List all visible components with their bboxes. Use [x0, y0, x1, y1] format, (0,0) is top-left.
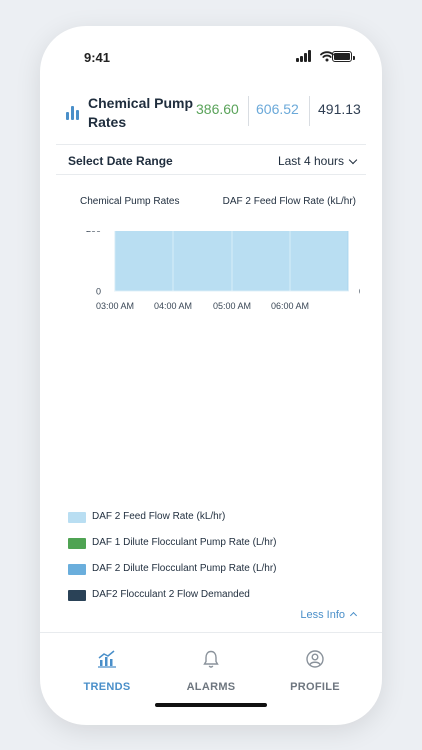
- y-left-tick-label: 0: [96, 287, 101, 297]
- date-range-value: Last 4 hours: [277, 154, 344, 168]
- legend-label: DAF 2 Dilute Flocculant Pump Rate (L/hr): [92, 563, 277, 574]
- chevron-up-icon: [349, 611, 358, 620]
- x-tick-label: 03:00 AM: [96, 301, 134, 311]
- bar-chart-icon: [66, 104, 82, 120]
- phone-frame: 9:41 Chemical Pump Rates 386.60 606.52 4…: [40, 26, 382, 725]
- less-info-label: Less Info: [300, 609, 345, 621]
- tab-alarms[interactable]: ALARMS: [166, 649, 256, 693]
- left-axis-header: Chemical Pump Rates: [80, 196, 180, 207]
- legend-swatch: [68, 590, 86, 601]
- user-icon: [306, 650, 324, 668]
- legend-swatch: [68, 564, 86, 575]
- legend-label: DAF 2 Feed Flow Rate (kL/hr): [92, 511, 226, 522]
- date-range-row: Select Date Range Last 4 hours: [68, 154, 358, 174]
- x-tick-label: 04:00 AM: [154, 301, 192, 311]
- header-divider: [56, 144, 366, 145]
- tab-label: TRENDS: [83, 681, 131, 693]
- y-left-tick-label: 200: [86, 231, 101, 234]
- chevron-down-icon: [348, 155, 358, 165]
- chart-axis-headers: Chemical Pump Rates DAF 2 Feed Flow Rate…: [80, 196, 356, 212]
- value-daf2-demanded: 491.13: [318, 101, 361, 117]
- status-bar: 9:41: [40, 26, 382, 86]
- chart-card-title: Chemical Pump Rates: [88, 95, 194, 130]
- y-right-tick-label: 0: [359, 287, 360, 297]
- tab-trends[interactable]: TRENDS: [62, 649, 152, 693]
- legend-item-daf1-dilute[interactable]: DAF 1 Dilute Flocculant Pump Rate (L/hr): [68, 536, 358, 552]
- chart-card-header: Chemical Pump Rates 386.60 606.52 491.13: [56, 92, 366, 150]
- tab-profile[interactable]: PROFILE: [270, 649, 360, 693]
- legend-item-daf2-dilute[interactable]: DAF 2 Dilute Flocculant Pump Rate (L/hr): [68, 562, 358, 578]
- date-range-label: Select Date Range: [68, 154, 173, 168]
- date-range-dropdown[interactable]: Last 4 hours: [277, 154, 358, 168]
- tab-label: PROFILE: [290, 681, 340, 693]
- value-separator: [248, 96, 249, 126]
- legend-item-daf2-demanded[interactable]: DAF2 Flocculant 2 Flow Demanded: [68, 588, 358, 604]
- bottom-tab-bar: TRENDS ALARMS PROFILE: [40, 632, 382, 725]
- legend-item-feed-flow[interactable]: DAF 2 Feed Flow Rate (kL/hr): [68, 510, 358, 526]
- tab-label: ALARMS: [186, 681, 236, 693]
- series-area-feed-flow: [114, 231, 349, 292]
- trends-icon: [98, 650, 116, 668]
- status-time: 9:41: [84, 50, 111, 65]
- legend-swatch: [68, 538, 86, 549]
- less-info-toggle[interactable]: Less Info: [300, 609, 358, 621]
- value-separator: [309, 96, 310, 126]
- legend-label: DAF 1 Dilute Flocculant Pump Rate (L/hr): [92, 537, 277, 548]
- legend-label: DAF2 Flocculant 2 Flow Demanded: [92, 589, 250, 600]
- value-daf1-dilute: 386.60: [196, 101, 239, 117]
- value-daf2-dilute: 606.52: [256, 101, 299, 117]
- signal-icon: [296, 58, 299, 62]
- battery-icon: [332, 51, 355, 62]
- bell-icon: [203, 650, 219, 668]
- date-divider: [56, 174, 366, 175]
- status-icons: [296, 50, 355, 64]
- x-tick-label: 05:00 AM: [213, 301, 251, 311]
- x-tick-label: 06:00 AM: [271, 301, 309, 311]
- home-indicator: [155, 703, 267, 707]
- right-axis-header: DAF 2 Feed Flow Rate (kL/hr): [222, 196, 356, 207]
- legend-swatch: [68, 512, 86, 523]
